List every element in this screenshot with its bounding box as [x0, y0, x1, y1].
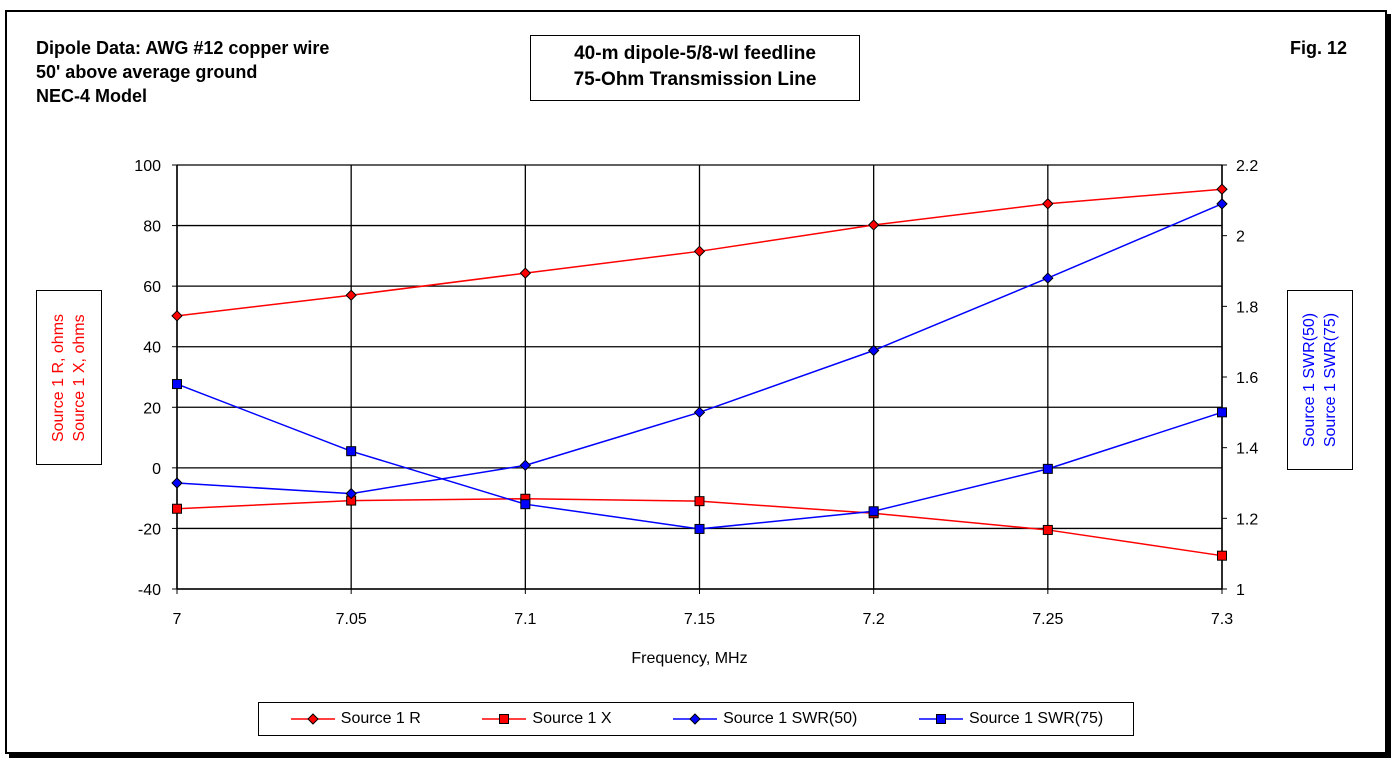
right-tick-label: 2 — [1236, 229, 1245, 246]
note-line-1: Dipole Data: AWG #12 copper wire — [36, 38, 330, 58]
legend-label: Source 1 X — [532, 710, 612, 727]
x-tick-label: 7.05 — [336, 611, 367, 628]
data-point-source-1-r — [171, 310, 183, 322]
left-tick-label: 40 — [143, 340, 161, 357]
x-axis-title: Frequency, MHz — [631, 650, 747, 667]
legend-label: Source 1 R — [340, 710, 421, 727]
note-line-3: NEC-4 Model — [36, 86, 148, 106]
legend-item-source-1-x: Source 1 X — [480, 710, 612, 728]
legend-swatch — [482, 714, 527, 724]
data-point-source-1-swr-75 — [1217, 407, 1227, 418]
legend-swatch — [290, 713, 335, 725]
left-tick-label: -40 — [138, 582, 161, 599]
left-tick-label: -20 — [138, 521, 161, 538]
legend-item-source-1-r: Source 1 R — [289, 710, 421, 728]
chart-title-line-2: 75-Ohm Transmission Line — [573, 69, 817, 90]
x-tick-label: 7.2 — [863, 611, 885, 628]
data-point-source-1-x — [1042, 524, 1053, 535]
data-point-source-1-swr-75 — [1042, 463, 1053, 474]
left-tick-label: 80 — [143, 219, 161, 236]
data-point-source-1-swr-50 — [1216, 198, 1228, 210]
data-point-source-1-swr-50 — [519, 459, 532, 472]
data-point-source-1-swr-75 — [694, 523, 705, 534]
figure-label: Fig. 12 — [1290, 38, 1348, 58]
legend-swatch — [918, 714, 963, 724]
data-point-source-1-x — [694, 496, 705, 507]
left-tick-label: 0 — [152, 461, 161, 478]
right-tick-label: 1.2 — [1236, 511, 1258, 528]
right-tick-label: 1.4 — [1236, 441, 1258, 458]
data-point-source-1-r — [867, 219, 880, 231]
data-point-source-1-swr-50 — [693, 406, 706, 419]
note-line-2: 50' above average ground — [36, 62, 258, 82]
x-tick-label: 7.3 — [1211, 611, 1233, 628]
data-point-source-1-r — [1042, 198, 1054, 210]
right-axis-title-box: Source 1 SWR(50) Source 1 SWR(75) — [1287, 290, 1353, 470]
legend-label: Source 1 SWR(50) — [723, 710, 858, 727]
left-axis-title-box: Source 1 R, ohms Source 1 X, ohms — [36, 290, 102, 465]
data-point-source-1-r — [345, 289, 357, 301]
x-tick-label: 7.15 — [684, 611, 715, 628]
legend-item-source-1-swr-75: Source 1 SWR(75) — [917, 710, 1103, 728]
data-point-source-1-r — [693, 245, 706, 258]
x-tick-label: 7 — [173, 611, 182, 628]
chart-title-line-1: 40-m dipole-5/8-wl feedline — [574, 43, 816, 64]
data-point-source-1-swr-50 — [345, 487, 357, 500]
right-tick-label: 2.2 — [1236, 158, 1258, 175]
left-tick-label: 60 — [143, 279, 161, 296]
chart-title-box: 40-m dipole-5/8-wl feedline 75-Ohm Trans… — [530, 35, 860, 101]
left-tick-label: 20 — [143, 400, 161, 417]
x-tick-label: 7.1 — [514, 611, 536, 628]
data-point-source-1-swr-75 — [520, 499, 531, 510]
legend-swatch — [673, 713, 718, 725]
data-point-source-1-swr-75 — [868, 506, 879, 517]
data-point-source-1-x — [172, 503, 182, 514]
legend-label: Source 1 SWR(75) — [968, 710, 1104, 727]
legend-item-source-1-swr-50: Source 1 SWR(50) — [671, 710, 857, 728]
data-point-source-1-r — [519, 267, 532, 279]
data-point-source-1-x — [1217, 550, 1227, 561]
data-point-source-1-swr-75 — [172, 379, 182, 390]
right-tick-label: 1.8 — [1236, 299, 1258, 316]
x-tick-label: 7.25 — [1032, 611, 1063, 628]
chart-legend: Source 1 R Source 1 X Source 1 SWR(50) Sour… — [258, 702, 1134, 736]
chart-note: Dipole Data: AWG #12 copper wire 50' abo… — [36, 36, 329, 108]
data-point-source-1-swr-50 — [867, 344, 880, 357]
right-tick-label: 1 — [1236, 582, 1245, 599]
data-point-source-1-r — [1216, 183, 1228, 195]
right-tick-label: 1.6 — [1236, 370, 1258, 387]
left-tick-label: 100 — [134, 158, 161, 175]
data-point-source-1-swr-50 — [171, 477, 183, 489]
data-point-source-1-swr-50 — [1042, 272, 1054, 284]
chart-frame — [5, 10, 1387, 754]
data-point-source-1-swr-75 — [346, 446, 357, 457]
